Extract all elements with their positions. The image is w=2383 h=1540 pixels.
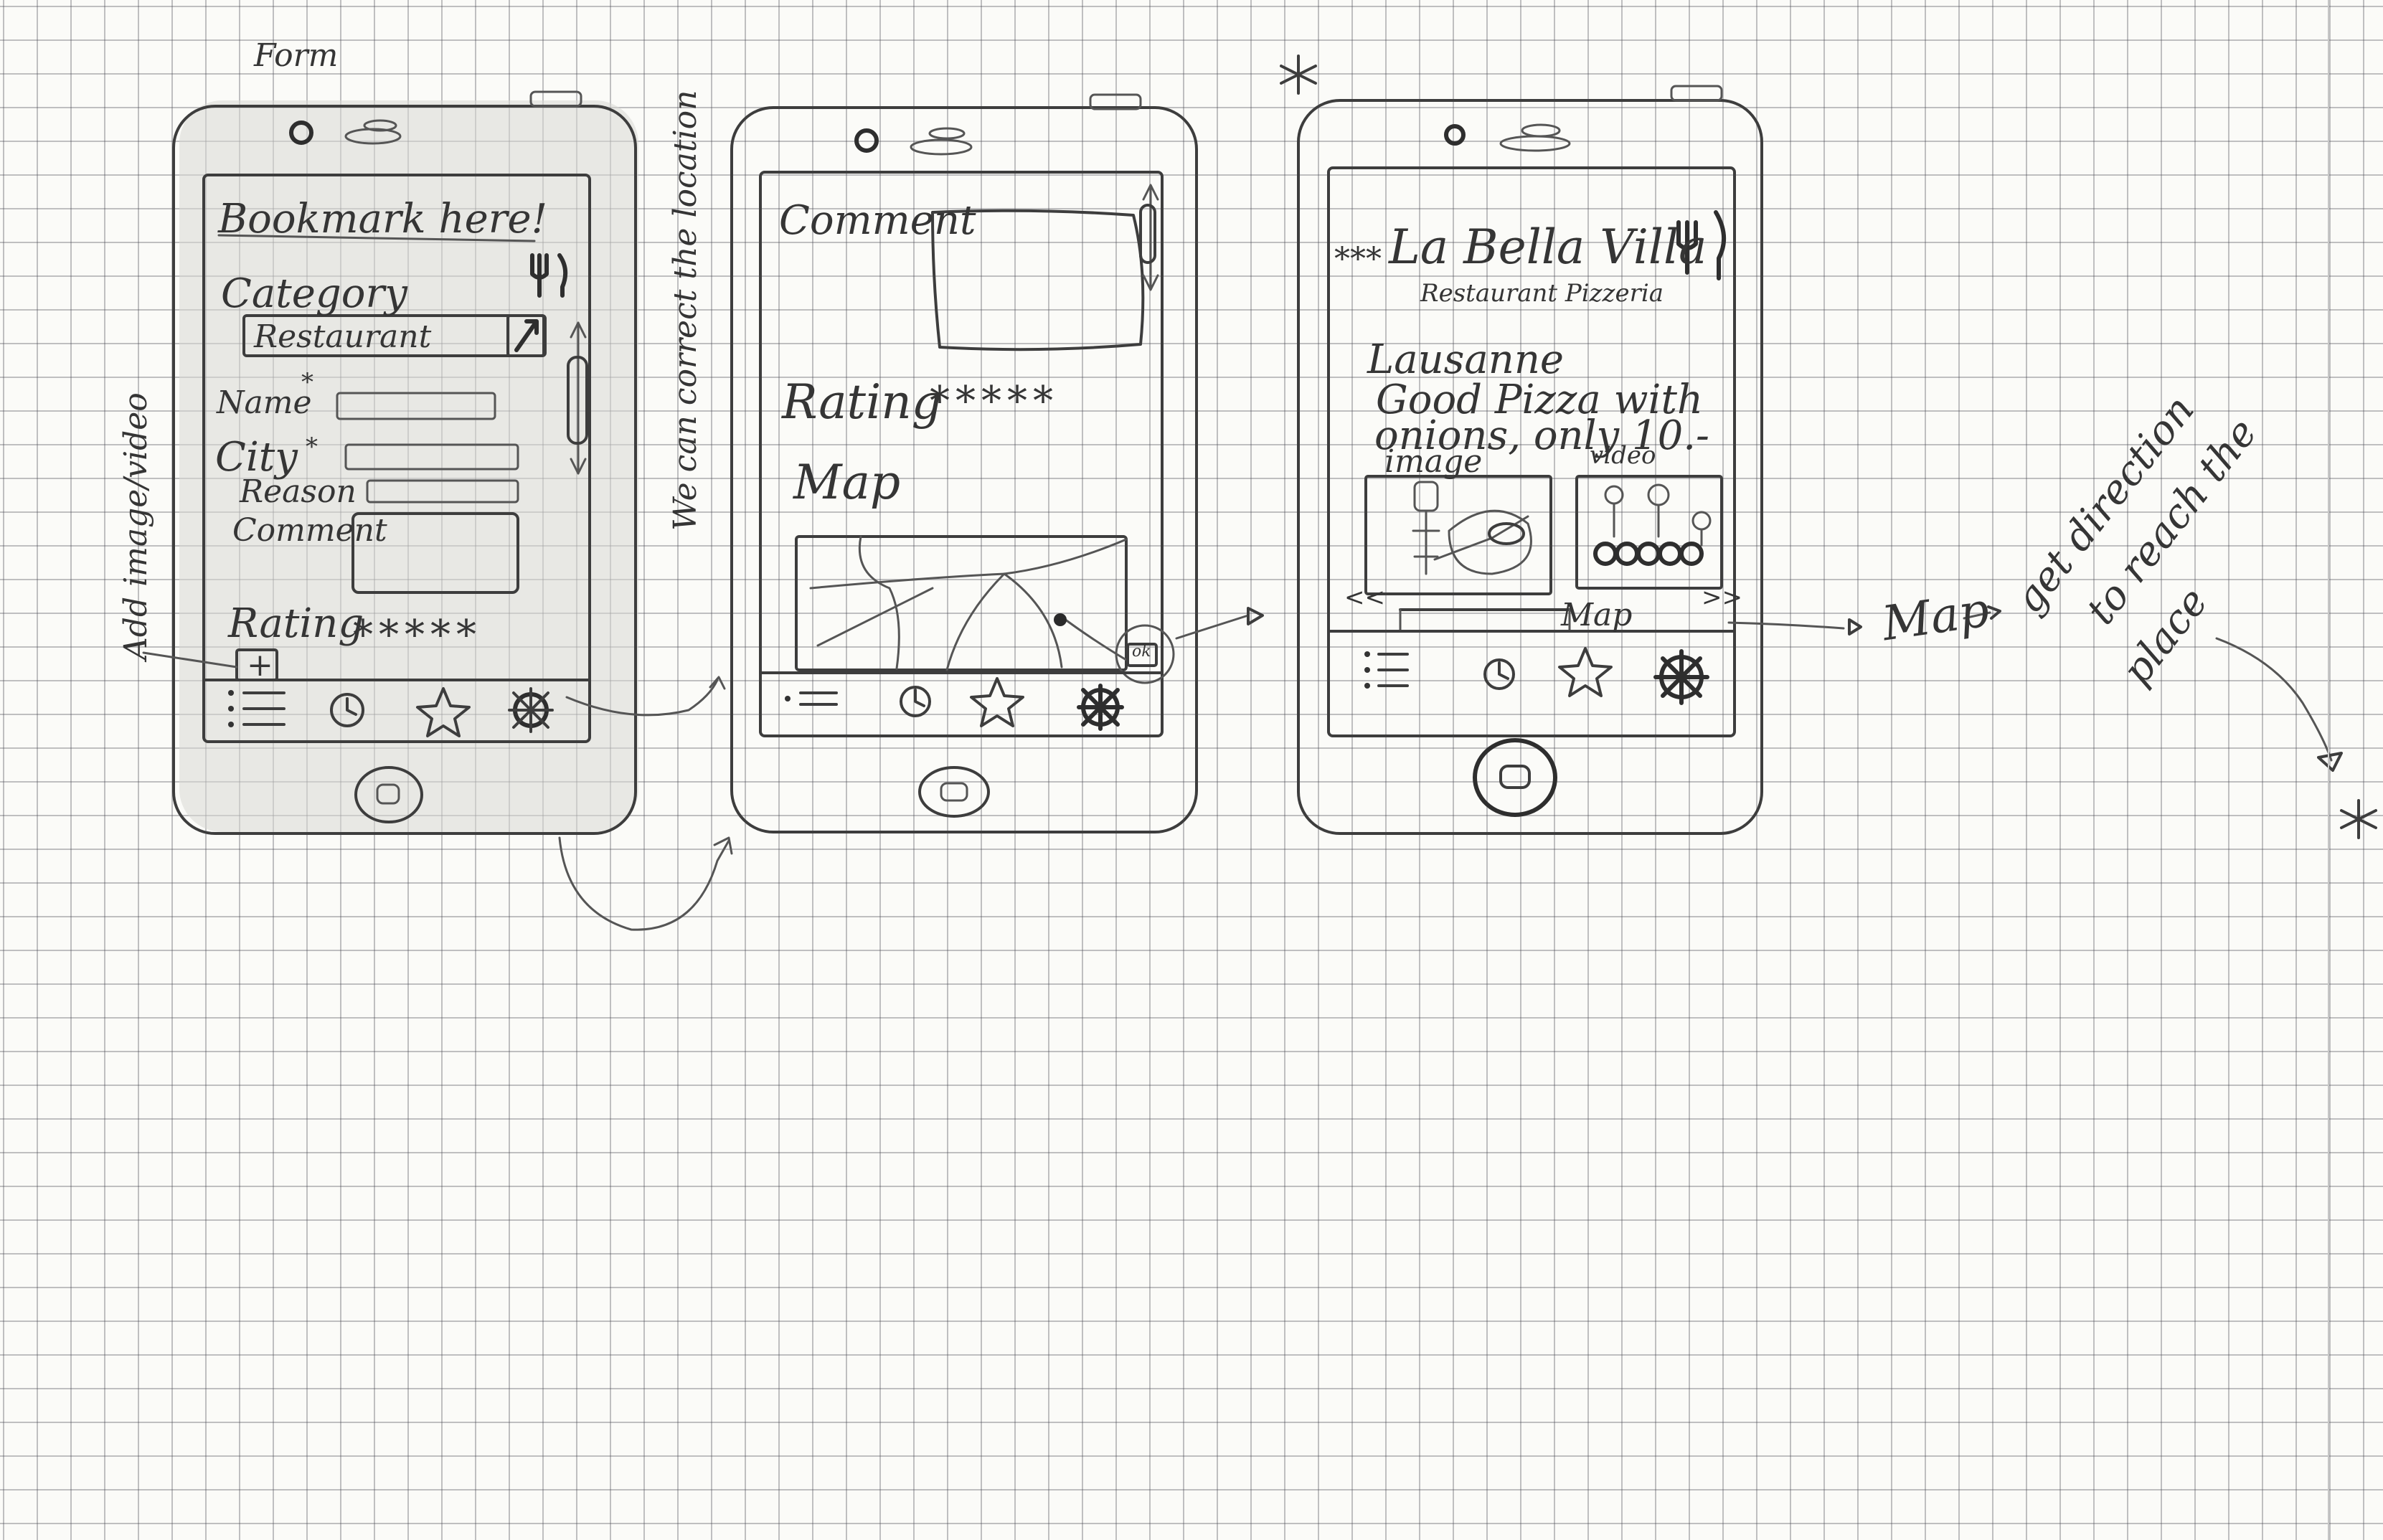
fork-knife-sketches <box>530 210 1727 298</box>
gear-icon[interactable] <box>509 689 552 732</box>
phone-2-frame <box>730 93 1198 833</box>
city-value: Lausanne <box>1367 336 1565 383</box>
rating-stars[interactable]: ***** <box>353 612 482 658</box>
phone-1-frame <box>172 90 638 835</box>
description-line-2: onions, only 10.- <box>1374 412 1709 459</box>
comment-label-2: Comment <box>779 197 976 244</box>
title-stars: *** <box>1334 241 1382 278</box>
home-button-icon[interactable] <box>356 767 422 822</box>
reason-label: Reason <box>240 473 357 510</box>
comment-label: Comment <box>232 512 387 549</box>
city-field[interactable] <box>346 445 518 469</box>
category-label: Category <box>221 270 407 317</box>
fork-knife-icon <box>1674 212 1730 280</box>
image-thumbnail[interactable] <box>1366 476 1551 594</box>
reason-field[interactable] <box>367 481 518 502</box>
city-required-mark: * <box>306 433 318 461</box>
map-view[interactable] <box>796 537 1126 670</box>
map-link[interactable]: Map <box>1561 597 1633 633</box>
star-icon[interactable] <box>971 677 1023 727</box>
video-people-row <box>1593 542 1704 566</box>
map-annotation: Map <box>1879 582 1993 652</box>
phone-3-frame <box>1297 85 1763 835</box>
home-button-icon[interactable] <box>1475 740 1555 815</box>
name-field[interactable] <box>337 393 495 419</box>
video-label: video <box>1590 441 1656 470</box>
phone-3-screen-lines <box>1327 475 1736 633</box>
correct-location-annotation: We can correct the location <box>667 90 704 531</box>
description-line-1: Good Pizza with <box>1376 377 1704 423</box>
city-label: City <box>215 434 298 481</box>
gear-icon[interactable] <box>1079 686 1122 729</box>
bookmark-header: Bookmark here! <box>218 196 548 242</box>
tab-icons-sketch <box>228 647 1709 737</box>
add-media-button[interactable]: + <box>247 647 273 684</box>
name-required-mark: * <box>301 368 313 397</box>
phone-2-screen-lines <box>759 184 1175 684</box>
form-title: Form <box>254 37 339 74</box>
comment-field[interactable] <box>353 514 518 592</box>
flow-arrows <box>558 605 2343 931</box>
map-label-2: Map <box>793 455 901 510</box>
name-label: Name <box>217 384 312 421</box>
next-arrow-button[interactable]: >> <box>1702 583 1742 612</box>
fork-knife-icon <box>528 250 568 298</box>
phone-1-screen-lines <box>142 234 591 681</box>
star-icon[interactable] <box>417 687 469 737</box>
star-icon[interactable] <box>1559 647 1611 697</box>
clock-icon[interactable] <box>898 686 933 720</box>
rating-label-2: Rating <box>782 374 942 430</box>
rating-stars-2[interactable]: ***** <box>930 378 1059 425</box>
comment-field-2[interactable] <box>933 212 1141 347</box>
video-thumbnail[interactable] <box>1577 476 1722 588</box>
restaurant-title: La Bella Villa <box>1389 219 1707 275</box>
clock-icon[interactable] <box>1482 657 1516 691</box>
asterisk-marks <box>1280 55 2377 839</box>
list-icon[interactable] <box>782 687 839 713</box>
list-icon[interactable] <box>1362 648 1412 691</box>
category-select[interactable]: Restaurant <box>254 318 432 355</box>
gear-icon[interactable] <box>1656 651 1707 703</box>
list-icon[interactable] <box>222 686 287 732</box>
prev-arrow-button[interactable]: << <box>1344 583 1385 612</box>
add-media-annotation: Add image/video <box>118 392 154 660</box>
image-label: image <box>1384 443 1483 480</box>
clock-icon[interactable] <box>327 691 367 732</box>
restaurant-subtitle: Restaurant Pizzeria <box>1420 279 1664 308</box>
ok-button[interactable]: ok <box>1132 643 1151 661</box>
home-button-icon[interactable] <box>920 767 988 816</box>
rating-label: Rating <box>228 600 364 647</box>
